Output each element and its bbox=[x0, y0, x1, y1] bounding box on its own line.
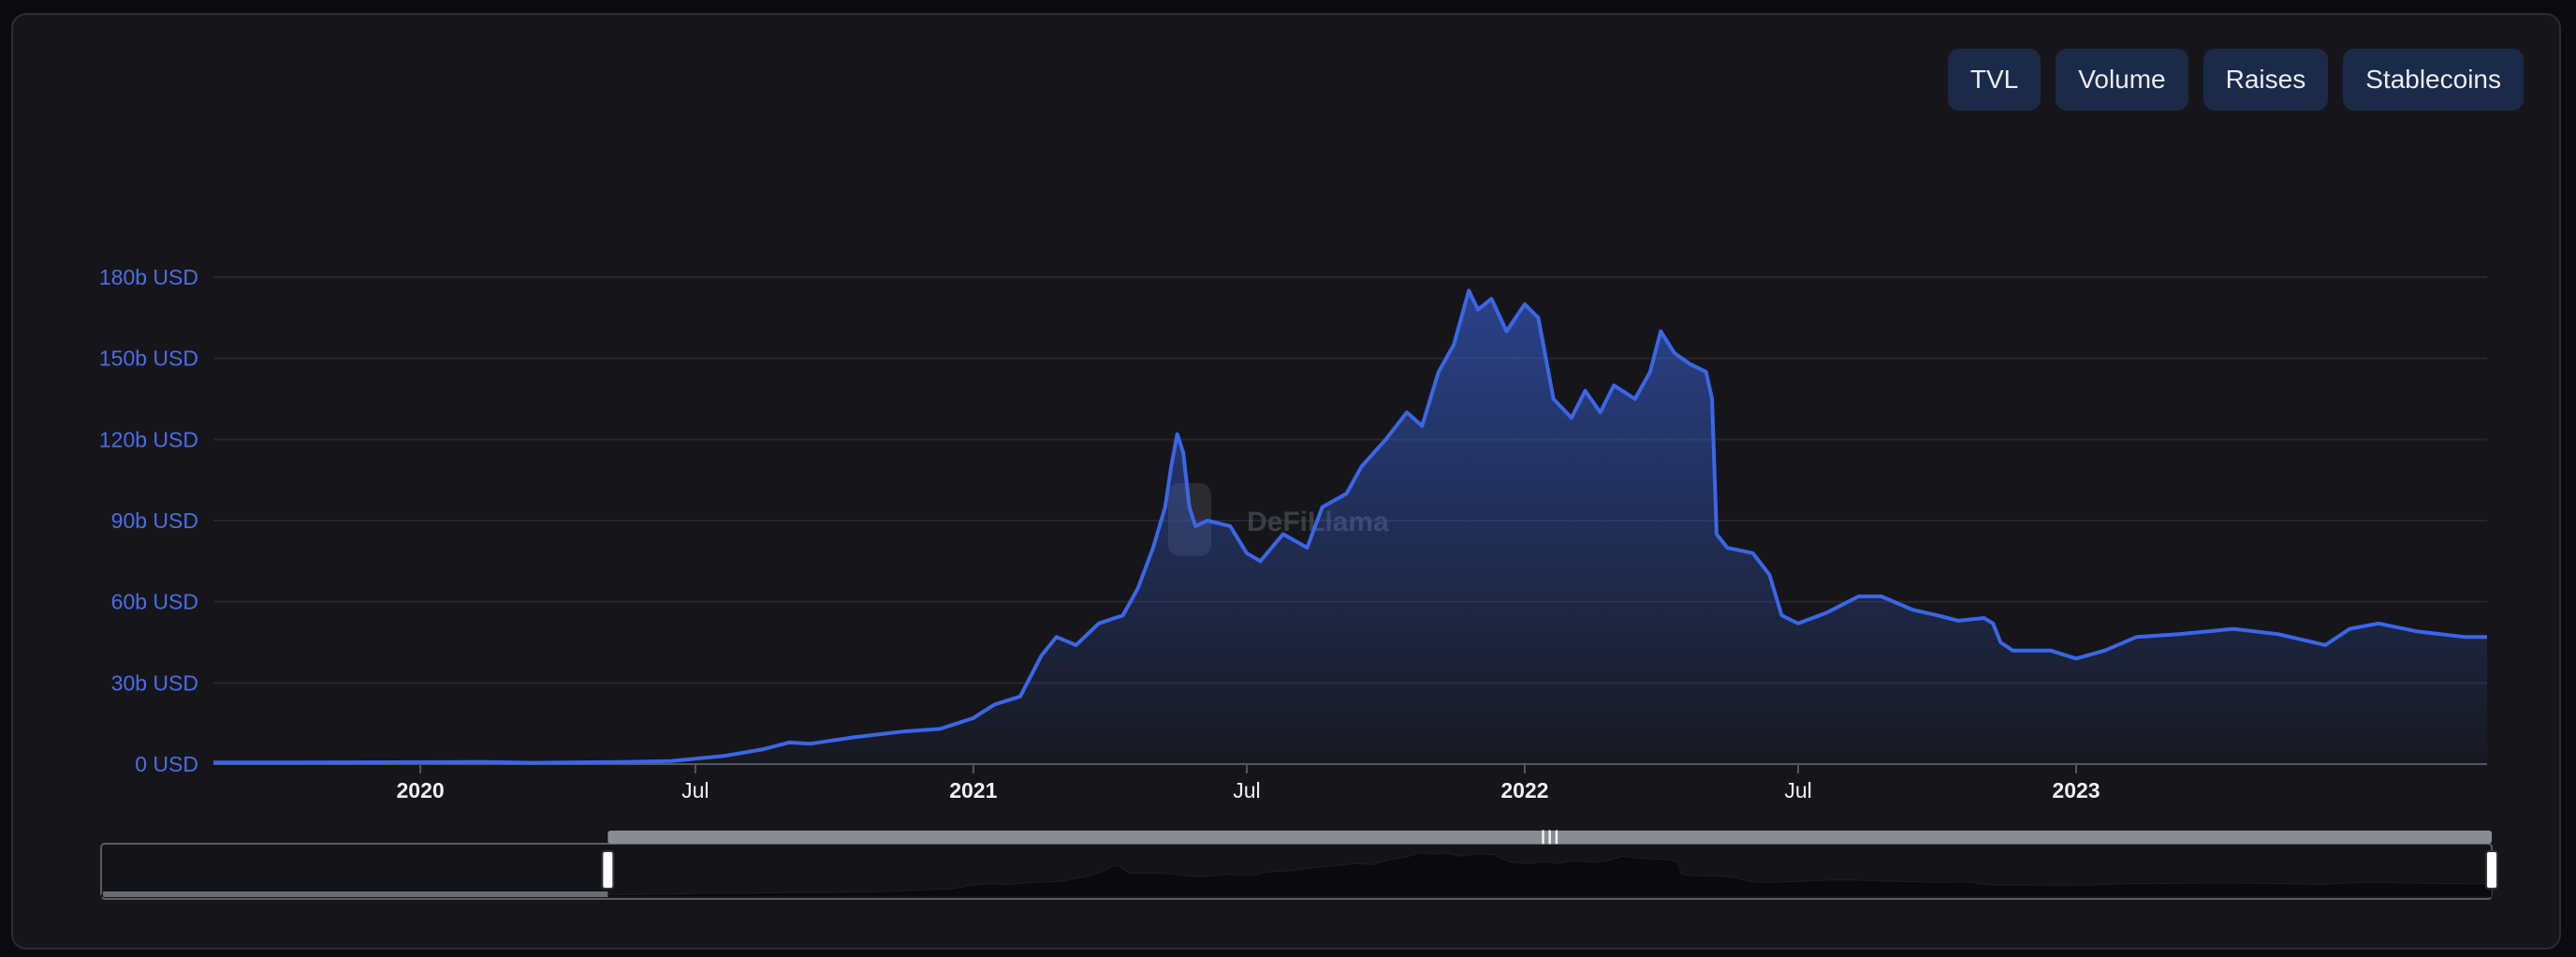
y-tick-label: 150b USD bbox=[99, 346, 198, 371]
range-brush[interactable]: ┃┃┃ bbox=[100, 830, 2498, 900]
x-tick-label: Jul bbox=[1233, 778, 1260, 802]
tab-raises[interactable]: Raises bbox=[2203, 49, 2329, 110]
tab-volume[interactable]: Volume bbox=[2056, 49, 2188, 110]
x-axis: 2020 Jul 2021 Jul 2022 Jul 2023 bbox=[397, 764, 2100, 802]
y-tick-label: 30b USD bbox=[111, 670, 198, 695]
y-tick-label: 180b USD bbox=[99, 265, 198, 289]
brush-selection-bar bbox=[607, 831, 2492, 844]
chart-card bbox=[11, 13, 2561, 950]
x-tick-label: Jul bbox=[1784, 778, 1811, 802]
y-tick-label: 120b USD bbox=[99, 427, 198, 451]
brush-grip-icon: ┃┃┃ bbox=[1540, 830, 1560, 845]
brush-preview-area bbox=[100, 851, 2493, 898]
x-tick-label: 2022 bbox=[1500, 778, 1548, 802]
y-tick-label: 60b USD bbox=[111, 590, 198, 614]
y-tick-label: 0 USD bbox=[135, 752, 198, 776]
brush-unselected-bar bbox=[103, 891, 608, 897]
x-tick-label: 2020 bbox=[397, 778, 445, 802]
brush-handle-right[interactable] bbox=[2485, 850, 2498, 890]
tvl-area bbox=[213, 290, 2487, 764]
x-tick-label: 2023 bbox=[2052, 778, 2100, 802]
y-tick-label: 90b USD bbox=[111, 508, 198, 533]
tab-stablecoins[interactable]: Stablecoins bbox=[2343, 49, 2524, 110]
y-axis: 0 USD 30b USD 60b USD 90b USD 120b USD 150b U… bbox=[99, 265, 198, 776]
x-tick-label: Jul bbox=[681, 778, 709, 802]
tvl-line bbox=[213, 288, 2487, 765]
x-tick-label: 2021 bbox=[949, 778, 997, 802]
tab-tvl[interactable]: TVL bbox=[1947, 49, 2042, 110]
chart-type-tabs: TVL Volume Raises Stablecoins bbox=[1947, 49, 2524, 110]
brush-handle-left[interactable] bbox=[601, 850, 615, 890]
